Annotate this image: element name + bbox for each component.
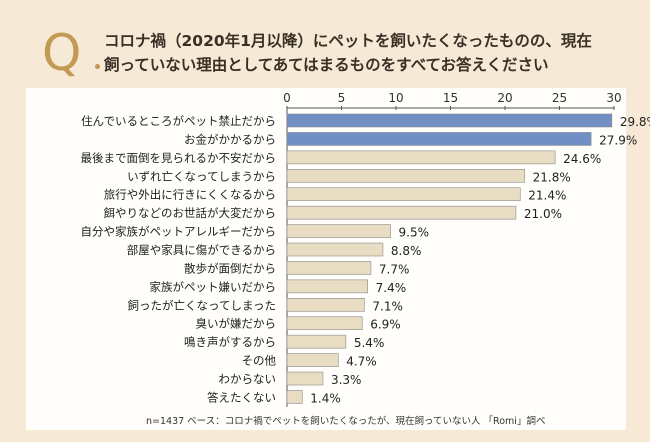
bar (286, 205, 517, 220)
x-tick-label: 10 (388, 91, 403, 105)
question-title: コロナ禍（2020年1月以降）にペットを飼いたくなったものの、現在 飼っていない… (104, 29, 634, 77)
bar (286, 261, 372, 275)
data-label: 21.0% (524, 207, 562, 221)
category-label: いずれ亡くなってしまうから (127, 169, 276, 183)
bar (286, 297, 365, 312)
footnote: n=1437 ベース：コロナ禍でペットを飼いたくなったが、現在飼っていない人 「… (146, 416, 546, 427)
category-label: 鳴き声がするから (184, 335, 276, 349)
bars (286, 113, 613, 404)
data-label: 9.5% (399, 226, 430, 240)
x-tick-label: 5 (338, 91, 346, 105)
category-label: 旅行や外出に行きにくくなるから (104, 188, 276, 202)
category-label: その他 (242, 354, 277, 368)
bar (286, 187, 521, 202)
category-label: 自分や家族がペットアレルギーだから (81, 225, 277, 239)
bar (286, 168, 525, 183)
x-tick-label: 30 (606, 91, 621, 105)
bar (286, 334, 347, 349)
category-label: 飼ったが亡くなってしまった (128, 298, 276, 312)
data-label: 7.4% (376, 281, 407, 295)
data-label: 21.8% (533, 170, 571, 184)
data-label: 21.4% (528, 189, 566, 203)
category-label: 散歩が面倒だから (184, 261, 276, 275)
category-label: 住んでいるところがペット禁止だから (81, 114, 276, 128)
bar (286, 150, 556, 165)
q-logo-letter: Q (42, 26, 81, 78)
category-label: 答えたくない (207, 390, 276, 404)
category-label: わからない (219, 372, 277, 386)
category-label: 臭いが嫌だから (196, 317, 277, 331)
value-labels: 29.8% 27.9% 24.6% 21.8% 21.4% 21.0% 9.5% 8.8% 7.… (310, 115, 650, 405)
title-line-2: 飼っていない理由としてあてはまるものをすべてお答えください (104, 56, 549, 74)
data-label: 7.1% (372, 299, 403, 313)
category-label: お金がかかるから (184, 132, 276, 146)
bar (286, 279, 368, 294)
data-label: 7.7% (379, 262, 410, 276)
data-label: 24.6% (563, 152, 601, 166)
x-tick-label: 15 (443, 91, 458, 105)
q-dot-icon (95, 64, 100, 69)
data-label: 8.8% (391, 244, 422, 258)
data-label: 29.8% (620, 115, 650, 129)
bar (286, 132, 592, 146)
data-label: 5.4% (354, 336, 385, 350)
bar (286, 224, 391, 238)
category-label: 家族がペット嫌いだから (150, 280, 277, 294)
bar (286, 371, 324, 386)
x-tick-label: 25 (552, 91, 567, 105)
x-tick-label: 0 (283, 91, 291, 105)
title-line-1: コロナ禍（2020年1月以降）にペットを飼いたくなったものの、現在 (104, 32, 592, 50)
category-label: 最後まで面倒を見られるか不安だから (81, 151, 277, 165)
data-label: 4.7% (346, 355, 377, 369)
bar (286, 113, 613, 128)
category-labels: 住んでいるところがペット禁止だからお金がかかるから最後まで面倒を見られるか不安だ… (81, 114, 277, 404)
data-label: 6.9% (370, 318, 401, 332)
q-logo-icon: Q (42, 26, 81, 78)
data-label: 27.9% (599, 133, 637, 147)
bar (286, 242, 384, 257)
bar (286, 353, 339, 367)
x-axis: 0 5 10 15 20 25 30 (283, 91, 622, 407)
bar (286, 316, 363, 331)
data-label: 1.4% (310, 391, 341, 405)
category-label: 部屋や家具に傷ができるから (127, 243, 276, 257)
data-label: 3.3% (331, 373, 362, 387)
bar (286, 390, 303, 404)
category-label: 餌やりなどのお世話が大変だから (104, 206, 277, 220)
x-tick-label: 20 (497, 91, 512, 105)
